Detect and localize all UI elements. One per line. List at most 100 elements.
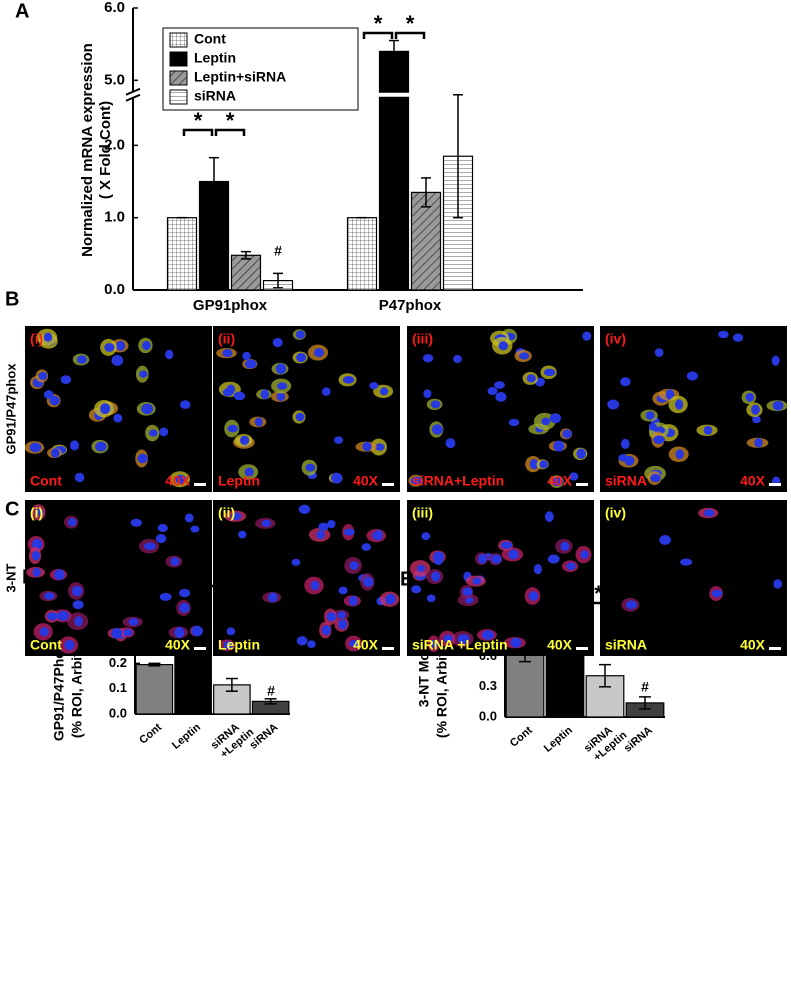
significance-mark: # [274, 243, 282, 259]
legend-swatch [169, 70, 188, 86]
legend-label: Cont [194, 31, 226, 47]
panel-label: B [5, 288, 19, 310]
cell-nucleus [495, 392, 507, 402]
cell-nucleus [544, 511, 554, 522]
cell-nucleus [620, 377, 631, 387]
cell-nucleus [321, 625, 331, 636]
magnification: 40X [740, 637, 766, 653]
x-tick-label: Cont [137, 721, 164, 747]
cell-nucleus [607, 399, 620, 410]
y-tick-label: 0.1 [109, 680, 127, 695]
cell-nucleus [322, 387, 331, 396]
y-axis-label: Normalized mRNA expression [79, 43, 96, 257]
cell-nucleus [244, 359, 257, 369]
significance-mark: # [267, 683, 275, 699]
cell-nucleus [35, 508, 44, 516]
cell-nucleus [130, 518, 142, 527]
x-tick-label: GP91phox [193, 297, 268, 314]
cell-nucleus [422, 354, 434, 363]
micrograph: (ii) Leptin 40X [213, 500, 400, 656]
cell-nucleus [539, 460, 549, 469]
scale-bar [194, 647, 206, 650]
cell-nucleus [582, 331, 592, 341]
cell-nucleus [327, 520, 336, 529]
error-bar [599, 663, 611, 688]
cell-nucleus [453, 354, 462, 363]
cell-nucleus [478, 553, 487, 564]
legend-swatch [169, 51, 188, 67]
cell-nucleus [72, 600, 84, 610]
magnification: 40X [165, 637, 191, 653]
cell-nucleus [29, 442, 42, 453]
row-label: GP91/P47phox [3, 363, 18, 455]
cell-nucleus [141, 403, 154, 415]
cell-nucleus [268, 592, 278, 603]
y-tick-label: 0.0 [109, 705, 127, 720]
cell-nucleus [430, 400, 441, 409]
significance-mark: * [406, 11, 415, 36]
cell-nucleus [650, 474, 661, 483]
cell-nucleus [675, 449, 684, 460]
cell-nucleus [379, 387, 389, 396]
x-tick-label: siRNA+Leptin [209, 716, 257, 762]
significance-bracket [214, 128, 246, 136]
cell-nucleus [576, 448, 586, 460]
image-index: (i) [30, 331, 43, 347]
scale-bar [576, 483, 588, 486]
cell-nucleus [334, 436, 344, 444]
cell-nucleus [69, 440, 80, 451]
cell-nucleus [500, 541, 513, 550]
cell-nucleus [361, 543, 372, 551]
cell-nucleus [296, 352, 307, 363]
cell-nucleus [566, 562, 576, 571]
bar [230, 254, 262, 291]
cell-nucleus [111, 354, 124, 366]
image-index: (iv) [605, 505, 626, 521]
cell-nucleus [342, 375, 355, 384]
cell-nucleus [238, 530, 247, 539]
scale-bar [576, 647, 588, 650]
cell-nucleus [296, 636, 308, 646]
cell-nucleus [423, 389, 432, 399]
significance-mark: * [194, 108, 203, 133]
cell-nucleus [239, 435, 250, 445]
break-gap [378, 92, 410, 97]
cell-nucleus [491, 554, 502, 564]
cell-nucleus [307, 640, 316, 648]
cell-nucleus [144, 542, 156, 550]
micrograph: (iii) siRNA +Leptin 40X [407, 500, 594, 656]
axis-break [125, 87, 141, 96]
image-label: Cont [30, 637, 62, 653]
x-tick-label: Leptin [170, 721, 203, 752]
scale-bar [769, 483, 781, 486]
image-label: siRNA [605, 637, 647, 653]
axis-break [125, 93, 141, 102]
panel-label: C [5, 498, 19, 520]
x-tick-label: P47phox [379, 297, 442, 314]
magnification: 40X [165, 473, 191, 489]
legend-label: Leptin+siRNA [194, 69, 286, 85]
image-index: (iv) [605, 331, 626, 347]
cell-nucleus [686, 371, 698, 381]
cell-nucleus [157, 524, 168, 533]
cell-nucleus [76, 355, 88, 364]
cell-nucleus [718, 330, 729, 339]
micrograph: (iv) siRNA 40X [600, 500, 787, 656]
cell-nucleus [116, 340, 126, 351]
cell-nucleus [526, 374, 536, 383]
cell-nucleus [481, 630, 494, 640]
magnification: 40X [547, 473, 573, 489]
cell-nucleus [64, 639, 75, 651]
cell-nucleus [222, 349, 233, 358]
cell-nucleus [549, 413, 561, 424]
significance-mark: * [226, 108, 235, 133]
legend-label: Leptin [194, 50, 236, 66]
cell-nucleus [494, 381, 505, 389]
micrograph: (i) Cont 40X [24, 326, 212, 492]
cell-nucleus [174, 626, 185, 638]
cell-nucleus [46, 612, 59, 621]
cell-nucleus [95, 441, 107, 452]
cell-nucleus [771, 355, 780, 366]
cell-nucleus [675, 399, 684, 410]
cell-nucleus [122, 629, 133, 637]
